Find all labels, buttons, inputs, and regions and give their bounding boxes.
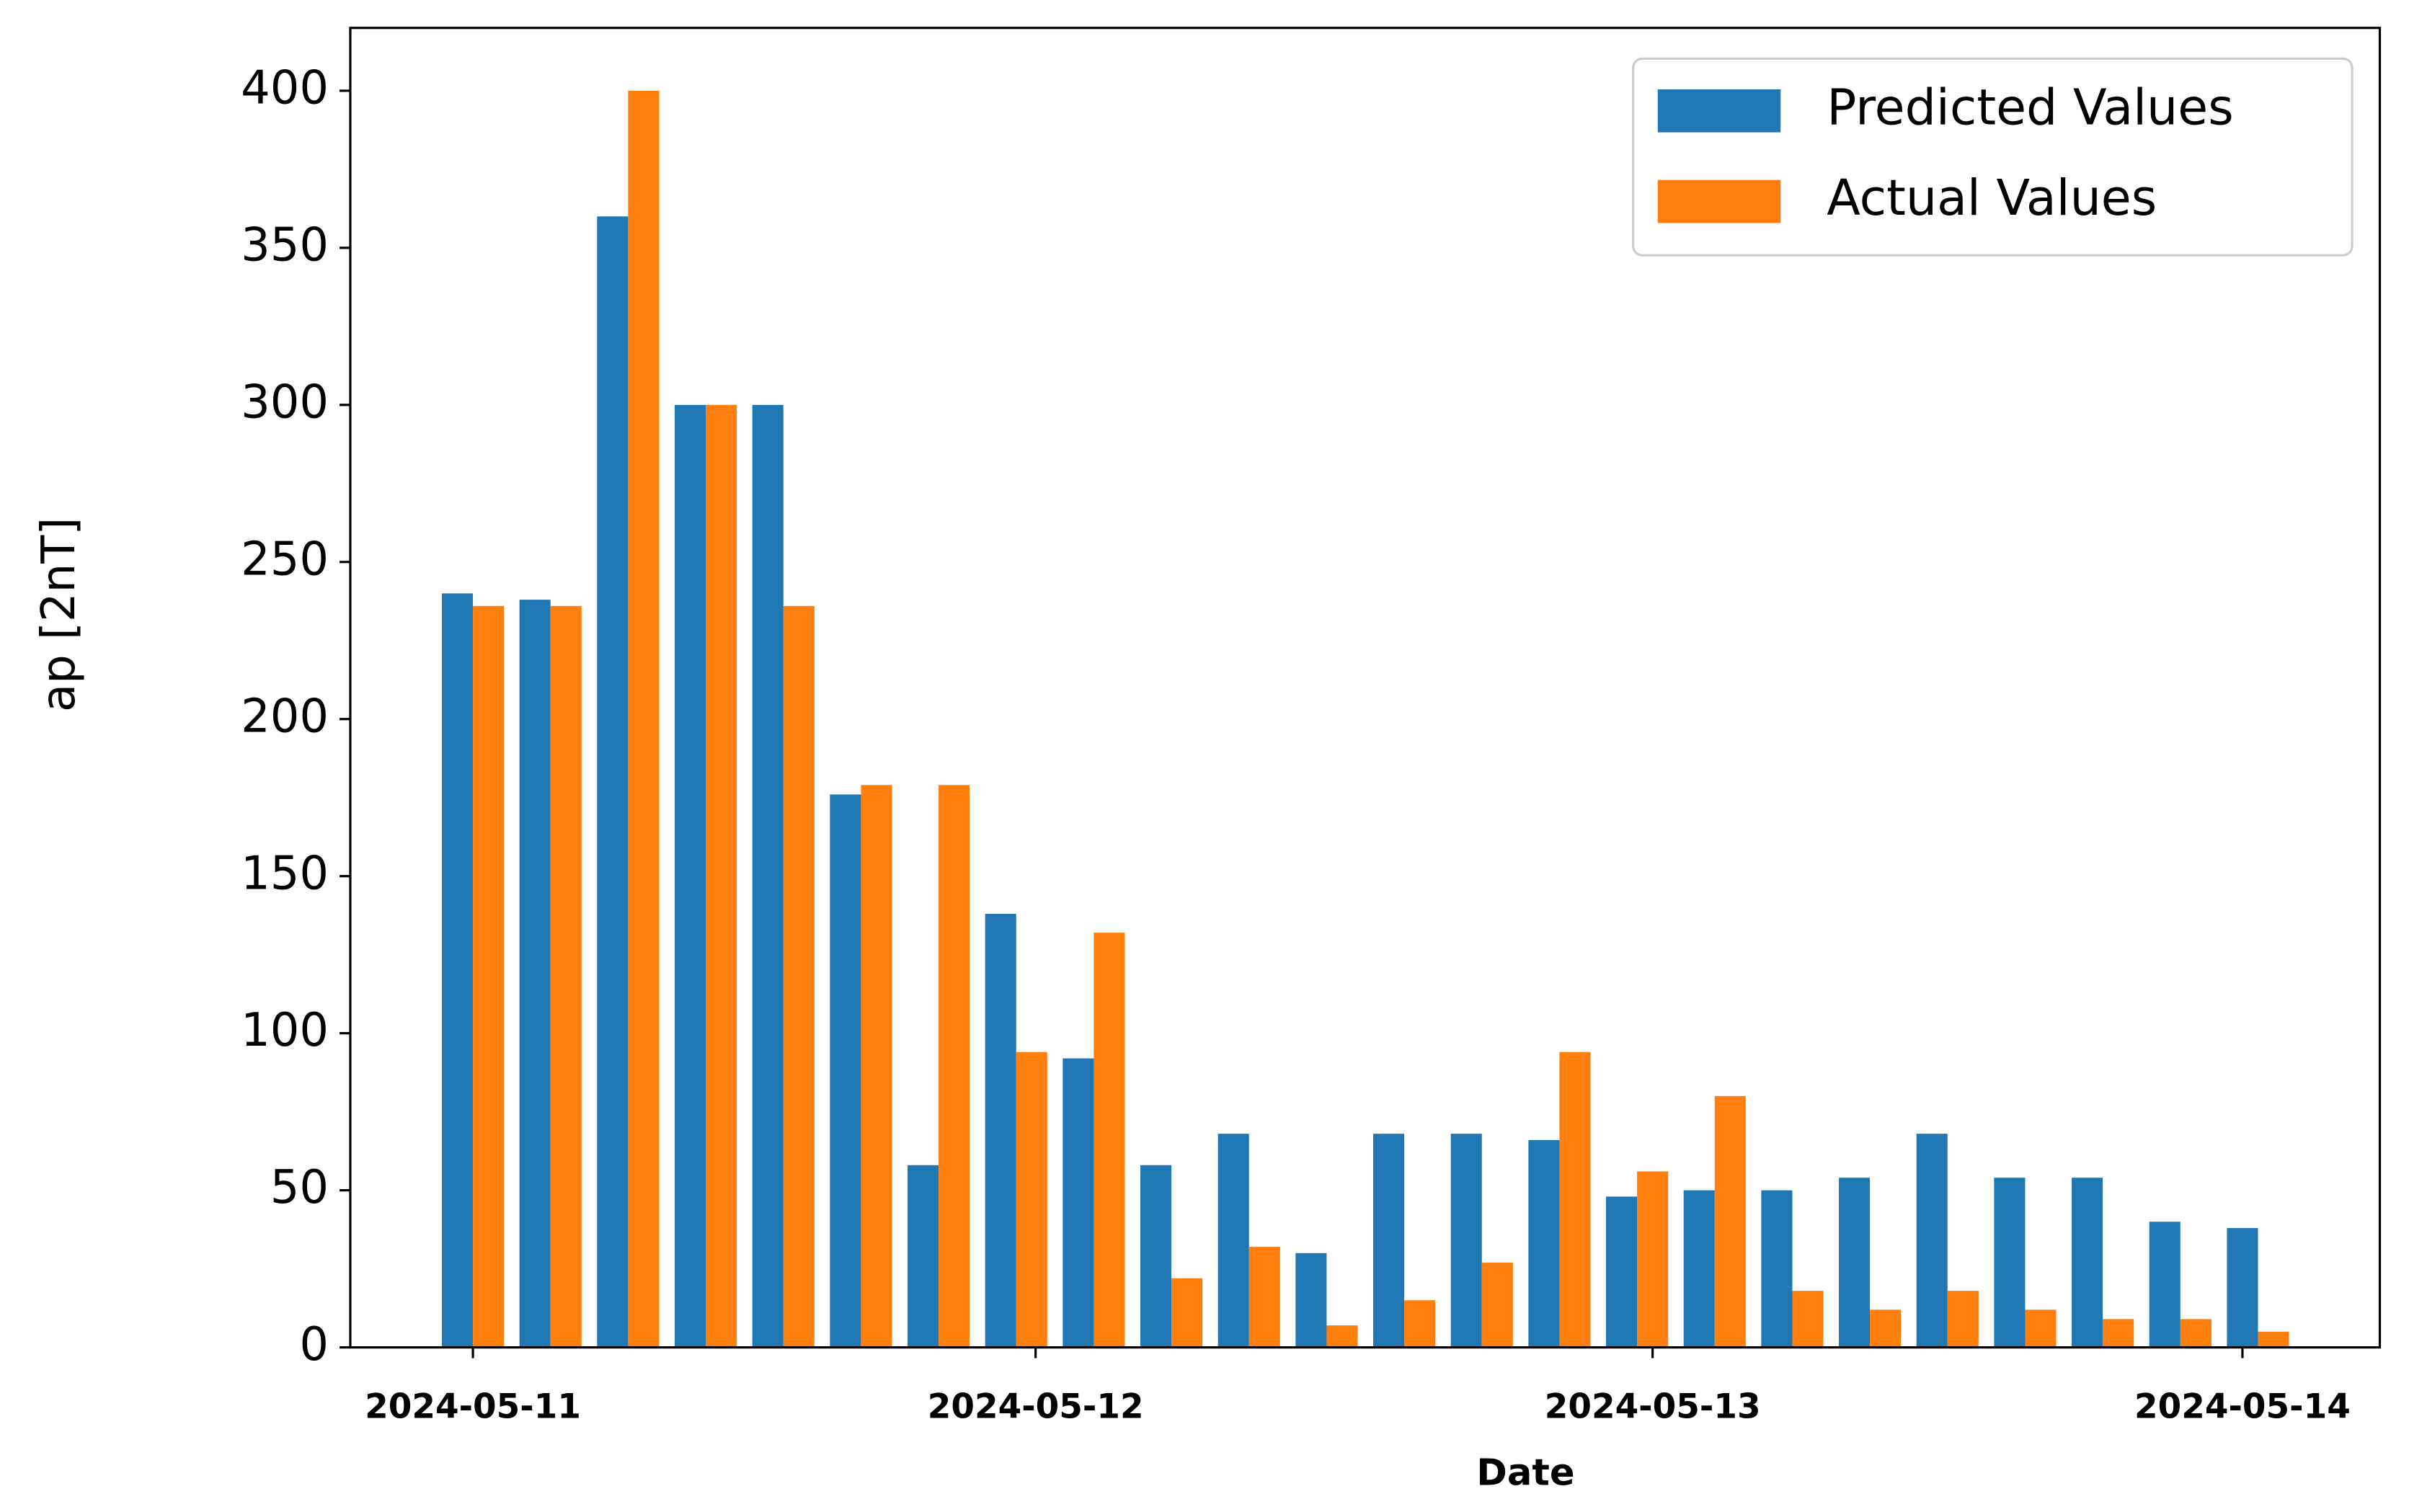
bar — [1140, 1165, 1172, 1348]
legend: Predicted Values Actual Values — [1632, 57, 2353, 257]
bar — [706, 404, 737, 1348]
bar — [1062, 1058, 1094, 1348]
x-tick-label: 2024-05-11 — [365, 1387, 581, 1426]
bar — [2103, 1319, 2134, 1348]
y-axis-label: ap [2nT] — [32, 517, 86, 712]
y-tick-label: 250 — [241, 533, 329, 586]
bar — [2227, 1227, 2258, 1348]
x-tick-label: 2024-05-12 — [928, 1387, 1144, 1426]
y-tick-label: 150 — [241, 847, 329, 900]
bar — [861, 785, 892, 1348]
bar — [1326, 1325, 1358, 1348]
bar — [1870, 1309, 1902, 1348]
bar — [519, 600, 551, 1348]
bar — [1295, 1253, 1327, 1348]
bar — [675, 404, 706, 1348]
bar — [1217, 1134, 1249, 1348]
bar — [1606, 1196, 1638, 1348]
bar — [1994, 1178, 2026, 1348]
bar — [1714, 1095, 1746, 1348]
bar — [985, 914, 1016, 1348]
y-tick-label: 0 — [299, 1318, 329, 1371]
x-axis-label: Date — [1476, 1451, 1574, 1494]
bar — [473, 605, 505, 1348]
x-tick-label: 2024-05-14 — [2134, 1387, 2351, 1426]
bar — [1792, 1291, 1824, 1348]
bar — [1093, 933, 1125, 1348]
bar — [1016, 1051, 1047, 1348]
bar — [2025, 1309, 2057, 1348]
bar — [830, 794, 861, 1348]
y-tick-label: 350 — [241, 218, 329, 272]
bar — [1947, 1291, 1979, 1348]
bar — [1373, 1134, 1405, 1348]
legend-label: Predicted Values — [1827, 79, 2234, 136]
bar — [1248, 1247, 1280, 1348]
bar — [2258, 1331, 2289, 1348]
bar — [1404, 1300, 1436, 1348]
legend-label: Actual Values — [1827, 170, 2157, 227]
bar — [1450, 1134, 1482, 1348]
bar — [1528, 1139, 1560, 1348]
bar — [550, 605, 582, 1348]
y-tick-label: 50 — [270, 1161, 329, 1214]
legend-box — [1632, 57, 2353, 257]
y-tick-label: 300 — [241, 375, 329, 429]
bar — [908, 1165, 939, 1348]
y-tick-label: 100 — [241, 1004, 329, 1057]
bar — [442, 593, 474, 1348]
bar — [939, 785, 970, 1348]
x-tick-label: 2024-05-13 — [1545, 1387, 1761, 1426]
bar — [1559, 1051, 1591, 1348]
bar — [2072, 1178, 2103, 1348]
bar — [2149, 1222, 2180, 1348]
bar — [1761, 1190, 1793, 1348]
bar — [628, 90, 660, 1348]
legend-swatch — [1657, 89, 1781, 133]
bar — [1683, 1190, 1715, 1348]
bar — [2180, 1319, 2211, 1348]
bar — [1481, 1262, 1513, 1348]
bar — [1839, 1178, 1871, 1348]
legend-swatch — [1657, 179, 1781, 223]
bar — [597, 216, 629, 1348]
bar — [1171, 1278, 1203, 1348]
bar — [1637, 1171, 1669, 1348]
plot-frame — [349, 27, 2382, 1349]
bar — [752, 404, 784, 1348]
y-tick-label: 400 — [241, 61, 329, 115]
bar — [1916, 1134, 1948, 1348]
y-tick-label: 200 — [241, 690, 329, 743]
bar — [783, 605, 815, 1348]
